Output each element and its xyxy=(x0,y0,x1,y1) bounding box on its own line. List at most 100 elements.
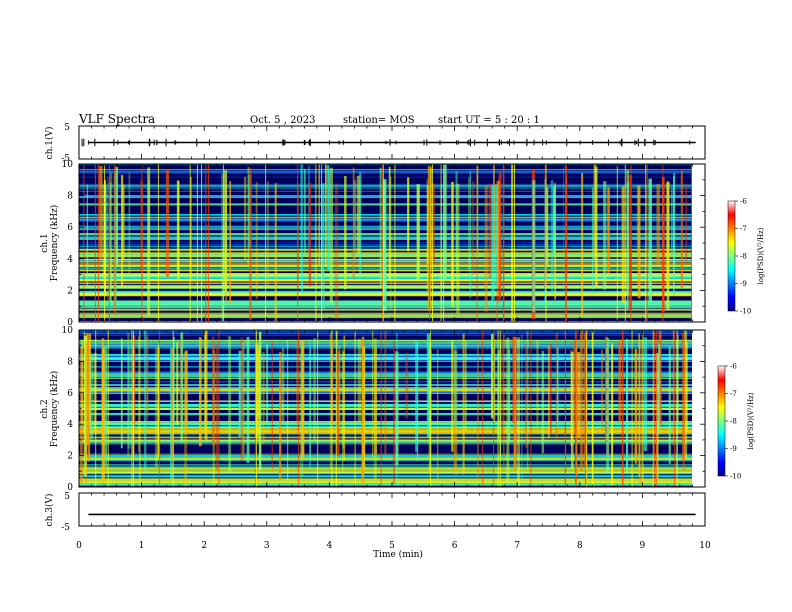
spectrum-burst xyxy=(229,180,232,305)
ch2-colorbar-ticks: -6 -7 -8 -9 -10 xyxy=(725,363,741,481)
spectrum-burst xyxy=(572,340,576,435)
spectrum-band xyxy=(79,314,692,317)
spectrum-burst xyxy=(204,330,206,434)
spectrum-burst xyxy=(563,166,565,295)
ch2-spectrogram-xticks xyxy=(78,330,706,487)
spectrum-burst xyxy=(249,168,252,320)
spectrum-band xyxy=(79,456,692,459)
spectrum-burst xyxy=(581,172,584,316)
spectrum-burst xyxy=(140,179,142,271)
spectrum-band xyxy=(79,355,692,358)
y-tick-label: 0 xyxy=(67,483,73,493)
sferic-line xyxy=(624,164,626,322)
spectrum-burst xyxy=(359,172,362,274)
spectrum-burst xyxy=(104,187,108,266)
sferic-line xyxy=(382,164,384,322)
spectrum-burst xyxy=(247,166,250,266)
spectrum-band xyxy=(79,384,692,386)
spectrum-burst xyxy=(374,347,378,455)
ch2-spectrogram-ylabel-frequency: Frequency (kHz) xyxy=(49,371,60,448)
spectrum-burst xyxy=(570,351,574,468)
spectrum-burst xyxy=(618,340,622,422)
spectrum-burst xyxy=(224,170,228,293)
colorbar-tick-label: -9 xyxy=(740,280,747,288)
sferic-line xyxy=(652,330,654,487)
spectrum-burst xyxy=(658,331,662,427)
spectrum-band xyxy=(79,453,692,455)
spectrum-burst xyxy=(212,341,215,446)
colorbar-tick-label: -9 xyxy=(730,445,737,453)
spectrum-burst xyxy=(271,341,273,470)
spectrum-burst xyxy=(87,343,91,462)
spectrum-burst xyxy=(113,165,116,315)
spectrum-burst xyxy=(469,170,471,298)
sferic-line xyxy=(109,164,111,322)
x-tick-label: 2 xyxy=(201,541,207,551)
sferic-line xyxy=(131,330,133,487)
spectrum-burst xyxy=(379,167,382,287)
spectrum-burst xyxy=(601,350,603,431)
spectrum-band xyxy=(79,454,692,458)
spectrum-burst xyxy=(344,175,347,290)
sferic-line xyxy=(107,330,109,487)
ch3-ytick-bottom: -5 xyxy=(61,523,70,533)
colorbar-tick-label: -10 xyxy=(730,473,741,481)
spectrum-burst xyxy=(685,184,688,262)
y-tick-label: 6 xyxy=(67,389,73,399)
spectrum-burst xyxy=(266,343,269,423)
spectrum-burst xyxy=(515,348,517,452)
ch1-spectrogram-panel: 0 2 4 6 8 10 ch.1 Frequency (kHz) -6 -7 -8 -9 -10… xyxy=(40,160,765,328)
spectrum-burst xyxy=(524,343,528,448)
sferic-line xyxy=(394,164,396,322)
spectrum-burst xyxy=(329,331,332,469)
spectrum-burst xyxy=(184,350,188,430)
spectrum-band xyxy=(79,457,692,460)
spectrum-burst xyxy=(300,164,303,291)
spectrum-band xyxy=(79,342,692,346)
ch1-colorbar xyxy=(727,200,736,312)
spectrum-burst xyxy=(240,337,244,462)
spectrum-burst xyxy=(353,179,356,259)
spectrum-burst xyxy=(390,176,392,310)
spectrum-band xyxy=(79,372,692,374)
sferic-line xyxy=(586,330,588,487)
ch1-spectrogram-background xyxy=(79,164,705,322)
x-tick-label: 1 xyxy=(139,541,145,551)
spectrum-burst xyxy=(336,351,340,457)
spectrum-band xyxy=(79,405,692,408)
spectrum-burst xyxy=(676,335,680,422)
spectrum-band xyxy=(79,169,692,171)
spectrum-band xyxy=(79,483,692,486)
spectrum-band xyxy=(79,171,692,173)
sferic-line xyxy=(298,330,300,487)
spectrum-burst xyxy=(101,338,105,446)
colorbar-tick-label: -6 xyxy=(740,198,747,206)
spectrum-burst xyxy=(536,340,539,428)
spectrum-burst xyxy=(454,345,457,428)
sferic-line xyxy=(201,164,203,322)
spectrum-band xyxy=(79,480,692,482)
spectrum-band xyxy=(79,412,692,416)
x-tick-label: 8 xyxy=(577,541,583,551)
ch1-spectrogram-xticks xyxy=(78,164,706,322)
sferic-line xyxy=(645,164,647,322)
spectrum-band xyxy=(79,381,692,383)
spectrum-burst xyxy=(416,342,419,462)
spectrum-band xyxy=(79,344,692,346)
sferic-line xyxy=(566,164,568,322)
spectrum-burst xyxy=(147,167,151,316)
spectrum-band xyxy=(79,375,692,378)
sferic-line xyxy=(616,164,618,322)
ch2-spectrogram-panel: 0 2 4 6 8 10 ch.2 Frequency (kHz) -6 -7 -8 -9 -10… xyxy=(40,326,755,493)
x-tick-label: 0 xyxy=(76,541,82,551)
spectrum-burst xyxy=(242,342,245,456)
spectrum-burst xyxy=(656,352,659,480)
ch2-colorbar-label: log(PSD)(V²/Hz) xyxy=(747,392,755,449)
ch1-spectrogram-image xyxy=(79,164,705,322)
spectrum-burst xyxy=(93,353,97,430)
spectrum-band xyxy=(79,342,692,344)
spectrum-burst xyxy=(322,182,325,310)
spectrum-band xyxy=(79,332,692,335)
sferic-line xyxy=(315,164,317,322)
sferic-line xyxy=(545,164,547,322)
